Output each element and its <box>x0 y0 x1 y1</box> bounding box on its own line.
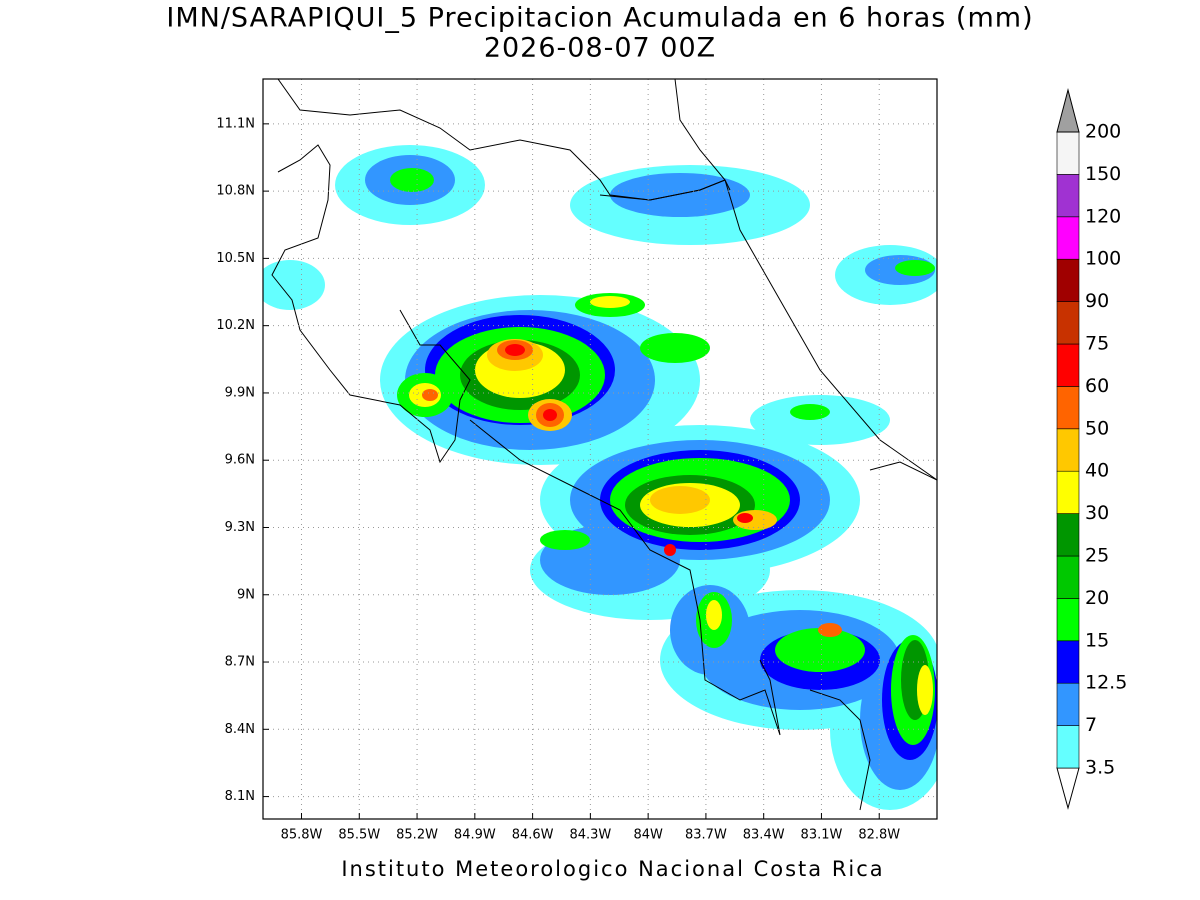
colorbar-segment <box>1056 301 1080 345</box>
colorbar-label: 90 <box>1085 290 1109 312</box>
x-tick-label: 84.3W <box>569 828 611 843</box>
colorbar-label: 50 <box>1085 417 1109 439</box>
coastlines <box>271 79 937 811</box>
coastline <box>674 79 937 481</box>
y-tick-label: 8.1N <box>225 789 255 804</box>
x-tick-label: 85.8W <box>281 828 323 843</box>
colorbar-segment <box>1056 258 1080 302</box>
border <box>599 179 731 201</box>
subtitle: 2026-08-07 00Z <box>484 33 716 64</box>
coastline <box>469 419 781 736</box>
colorbar-label: 75 <box>1085 333 1109 355</box>
x-tick-label: 83.7W <box>685 828 727 843</box>
colorbar-segment <box>1056 386 1080 430</box>
colorbar-label: 150 <box>1085 163 1121 185</box>
x-tick-label: 84.9W <box>454 828 496 843</box>
colorbar-segment <box>1056 428 1080 472</box>
colorbar-label: 120 <box>1085 205 1121 227</box>
x-tick-label: 85.5W <box>338 828 380 843</box>
colorbar-segment <box>1056 598 1080 642</box>
coastline <box>809 689 871 811</box>
y-tick-label: 10.2N <box>216 318 255 333</box>
colorbar-segment <box>1056 174 1080 218</box>
y-tick-label: 10.5N <box>216 251 255 266</box>
grid: 85.8W 85.5W 85.2W 84.9W 84.6W 84.3W 84W 83.7W 83… <box>216 79 937 843</box>
y-tick-label: 8.4N <box>225 722 255 737</box>
coastline <box>271 144 471 464</box>
colorbar-label: 12.5 <box>1085 672 1127 694</box>
y-tick-label: 9.9N <box>225 385 255 400</box>
y-tick-label: 9.6N <box>225 453 255 468</box>
y-tick-label: 11.1N <box>216 116 255 131</box>
colorbar-label: 40 <box>1085 460 1109 482</box>
colorbar-label: 20 <box>1085 587 1109 609</box>
colorbar-segment <box>1056 343 1080 387</box>
x-tick-label: 83.1W <box>801 828 843 843</box>
x-tick-label: 85.2W <box>396 828 438 843</box>
colorbar-segment <box>1056 640 1080 684</box>
colorbar-segment <box>1056 725 1080 769</box>
colorbar-segment <box>1056 216 1080 260</box>
x-tick-label: 82.8W <box>858 828 900 843</box>
border <box>869 461 937 481</box>
colorbar-segment <box>1056 131 1080 175</box>
y-tick-label: 9N <box>237 587 255 602</box>
colorbar-segment <box>1056 470 1080 514</box>
map-frame <box>262 78 938 820</box>
colorbar-label: 30 <box>1085 502 1109 524</box>
colorbar-segment <box>1056 682 1080 726</box>
precip-60 <box>505 344 753 556</box>
colorbar-label: 15 <box>1085 629 1109 651</box>
title: IMN/SARAPIQUI_5 Precipitacion Acumulada … <box>166 3 1033 34</box>
y-tick-label: 8.7N <box>225 655 255 670</box>
colorbar-label: 7 <box>1085 714 1097 736</box>
colorbar-label: 25 <box>1085 545 1109 567</box>
colorbar-segment <box>1056 513 1080 557</box>
x-tick-label: 83.4W <box>743 828 785 843</box>
colorbar-label: 100 <box>1085 248 1121 270</box>
x-tick-label: 84W <box>633 828 663 843</box>
x-tick-label: 84.6W <box>512 828 554 843</box>
colorbar-label: 60 <box>1085 375 1109 397</box>
colorbar-segment <box>1056 555 1080 599</box>
colorbar-label: 200 <box>1085 121 1121 143</box>
colorbar-label: 3.5 <box>1085 757 1115 779</box>
colorbar-triangle <box>1056 88 1080 133</box>
colorbar: 3.5 7 12.5 15 20 25 30 40 50 60 75 90 100 120 150 200 <box>1056 88 1127 810</box>
y-tick-label: 9.3N <box>225 520 255 535</box>
colorbar-triangle <box>1056 767 1080 810</box>
footer: Instituto Meteorologico Nacional Costa R… <box>341 857 884 881</box>
y-tick-label: 10.8N <box>216 184 255 199</box>
